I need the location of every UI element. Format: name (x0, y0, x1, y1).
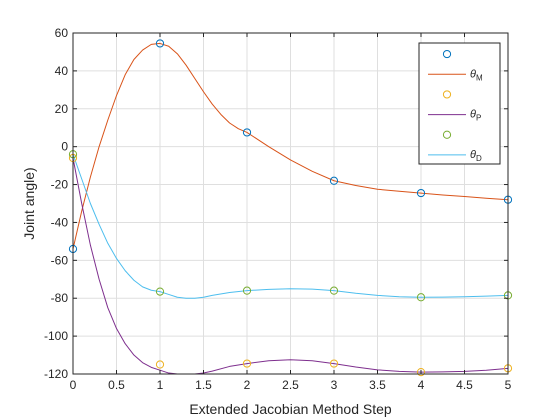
legend-label: θP (470, 109, 481, 123)
legend-label: θD (470, 149, 482, 163)
y-tick-label: 40 (55, 64, 69, 78)
legend-marker (442, 90, 452, 99)
y-tick-label: 60 (55, 26, 69, 40)
x-tick-label: 0 (70, 378, 77, 392)
series-2-point (155, 360, 165, 369)
x-tick-label: 1.5 (195, 378, 212, 392)
y-tick-label: -40 (51, 215, 69, 229)
series-4-point (416, 293, 426, 302)
x-tick-label: 4 (418, 378, 425, 392)
series-2-point (242, 359, 252, 368)
y-tick-label: -80 (51, 291, 69, 305)
y-tick-label: -20 (51, 178, 69, 192)
y-axis-label: Joint angle) (21, 167, 37, 239)
x-tick-label: 3.5 (369, 378, 386, 392)
legend-box (418, 42, 501, 165)
series-0-point (155, 39, 165, 48)
x-tick-label: 0.5 (108, 378, 125, 392)
x-tick-label: 5 (505, 378, 512, 392)
series-4-point (242, 286, 252, 295)
ticks (72, 32, 509, 375)
series-4-point (155, 287, 165, 296)
series-0-point (416, 188, 426, 198)
x-tick-label: 3 (331, 378, 338, 392)
x-tick-label: 2 (244, 378, 251, 392)
y-tick-label: -100 (44, 329, 68, 343)
y-tick-label: 20 (55, 102, 69, 116)
legend-marker (442, 130, 452, 139)
x-axis-label: Extended Jacobian Method Step (189, 401, 392, 417)
series-0-point (242, 128, 252, 137)
series-0-point (329, 176, 339, 185)
series-2-point (416, 368, 426, 377)
x-tick-label: 1 (157, 378, 164, 392)
series-2-point (329, 359, 339, 368)
x-tick-label: 4.5 (456, 378, 473, 392)
x-tick-label: 2.5 (282, 378, 299, 392)
legend-marker (442, 49, 452, 59)
series-line-1 (72, 42, 509, 250)
y-tick-label: -60 (51, 253, 69, 267)
series-4-point (329, 286, 339, 295)
series-line-5 (72, 154, 509, 299)
tick-labels: 0 0.5 1 1.5 2 2.5 3 3.5 4 4.5 5 -120 -100 -80 -60 -40 -2… (44, 26, 512, 392)
y-tick-label: 0 (61, 140, 68, 154)
y-tick-label: -120 (44, 367, 68, 381)
